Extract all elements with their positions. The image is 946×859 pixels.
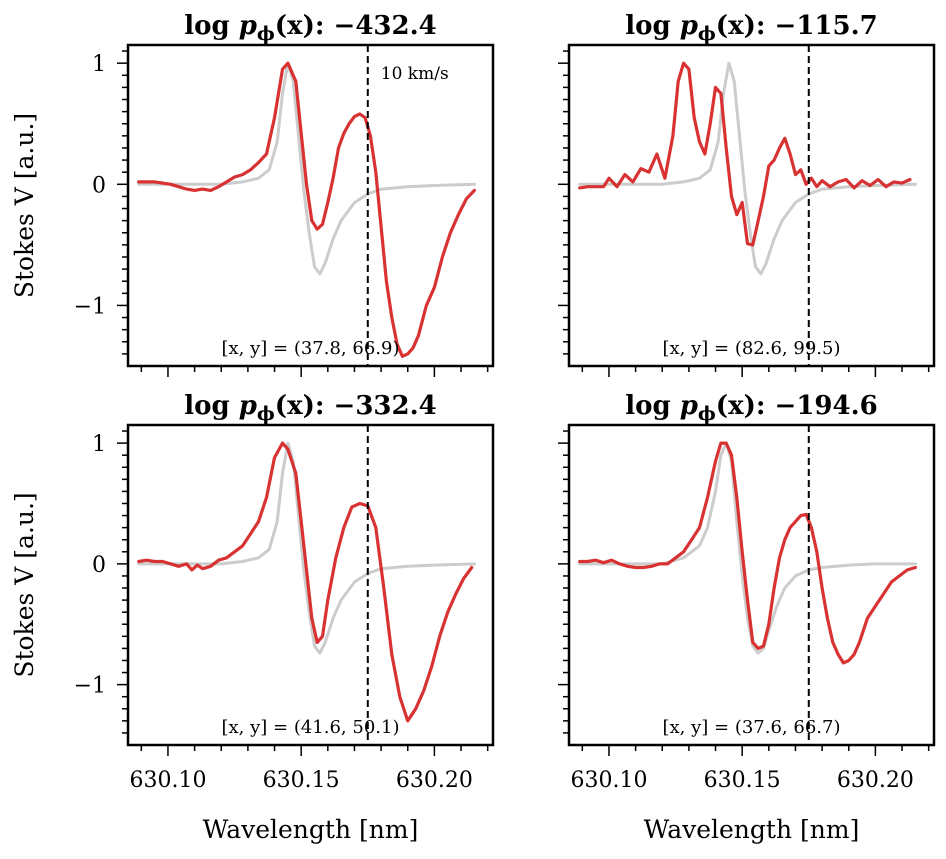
reference-line <box>578 441 917 655</box>
plot-frame <box>126 423 495 747</box>
title-value: (x): −332.4 <box>275 391 437 421</box>
title-prefix: log <box>625 391 679 421</box>
title-subscript: ϕ <box>257 23 275 45</box>
y-axis-label: Stokes V [a.u.] <box>10 113 39 298</box>
observed-line <box>137 441 474 723</box>
x-tick-label: 630.15 <box>263 768 340 793</box>
x-axis-label: Wavelength [nm] <box>644 815 860 844</box>
y-axis-label: Stokes V [a.u.] <box>10 492 39 677</box>
title-subscript: ϕ <box>257 403 275 425</box>
title-prefix: log <box>184 11 238 41</box>
title-value: (x): −432.4 <box>275 11 437 41</box>
plot-frame <box>567 423 936 747</box>
title-subscript: ϕ <box>698 403 716 425</box>
coordinate-annotation: [x, y] = (37.6, 66.7) <box>663 717 841 738</box>
observed-line <box>578 441 917 665</box>
y-tick-label: −1 <box>74 674 106 699</box>
y-tick-label: 0 <box>92 553 106 578</box>
reference-line <box>137 61 476 276</box>
panel-title: log pϕ(x): −332.4 <box>184 391 437 425</box>
velocity-label: 10 km/s <box>381 64 449 84</box>
title-variable: p <box>680 391 698 421</box>
title-prefix: log <box>184 391 238 421</box>
x-tick-label: 630.15 <box>704 768 781 793</box>
x-tick-label: 630.20 <box>837 768 914 793</box>
panel-1: 1 0 −1 Stokes V [a.u.] log pϕ(x): −432.4 [x, … <box>10 11 495 377</box>
observed-line <box>578 61 912 247</box>
panel-title: log pϕ(x): −432.4 <box>184 11 437 45</box>
y-tick-label: 0 <box>92 173 106 198</box>
y-tick-label: −1 <box>74 294 106 319</box>
coordinate-annotation: [x, y] = (82.6, 99.5) <box>663 338 841 359</box>
coordinate-annotation: [x, y] = (41.6, 50.1) <box>222 717 400 738</box>
x-tick-label: 630.20 <box>396 768 473 793</box>
title-subscript: ϕ <box>698 23 716 45</box>
y-tick-label: 1 <box>92 52 106 77</box>
y-tick-label: 1 <box>92 432 106 457</box>
coordinate-annotation: [x, y] = (37.8, 66.9) <box>222 338 400 359</box>
panel-title: log pϕ(x): −115.7 <box>625 11 878 45</box>
panel-4: 630.10 630.15 630.20 Wavelength [nm] log pϕ(… <box>558 391 936 844</box>
title-variable: p <box>680 11 698 41</box>
panel-2: log pϕ(x): −115.7 [x, y] = (82.6, 99.5) <box>558 11 936 377</box>
title-value: (x): −194.6 <box>716 391 878 421</box>
x-axis-label: Wavelength [nm] <box>203 815 419 844</box>
title-value: (x): −115.7 <box>716 11 878 41</box>
observed-line <box>137 61 476 358</box>
x-tick-label: 630.10 <box>570 768 647 793</box>
reference-line <box>137 441 476 655</box>
title-variable: p <box>239 391 257 421</box>
x-tick-label: 630.10 <box>129 768 206 793</box>
plot-frame <box>126 43 495 368</box>
title-variable: p <box>239 11 257 41</box>
title-prefix: log <box>625 11 679 41</box>
panel-3: 630.10 630.15 630.20 Wavelength [nm] 1 0 −1 Sto… <box>10 391 495 844</box>
plot-frame <box>567 43 936 368</box>
panel-title: log pϕ(x): −194.6 <box>625 391 878 425</box>
